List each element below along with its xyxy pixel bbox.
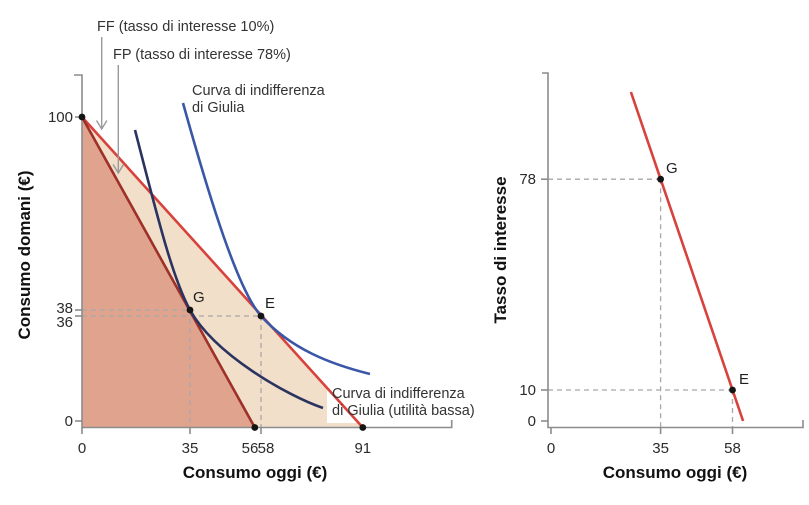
right-axes (542, 72, 804, 429)
left-panel: 100 38 36 0 0 35 56 58 91 FF (tasso di i… (15, 19, 495, 482)
right-point-e-dot (729, 386, 736, 394)
right-point-g-label: G (666, 160, 678, 177)
indiff-low-label-line2: di Giulia (utilità bassa) (332, 403, 475, 419)
right-ylabel-0: 0 (528, 413, 536, 430)
left-guide-lines (82, 309, 262, 428)
point-g-label: G (193, 289, 205, 306)
point-e-label: E (265, 295, 275, 312)
left-xlabel-91: 91 (354, 440, 371, 457)
indiff-low-label-line1: Curva di indifferenza (332, 386, 466, 402)
right-guide-lines (548, 178, 734, 428)
right-tick-labels: 78 10 0 0 35 58 (519, 171, 741, 457)
left-xlabel-56: 56 (242, 440, 259, 457)
left-annotation-arrows (95, 37, 125, 175)
right-point-e-label: E (739, 371, 749, 388)
fp-line-label: FP (tasso di interesse 78%) (113, 47, 291, 63)
indiff-high-label-line2: di Giulia (192, 100, 245, 116)
left-ylabel-100: 100 (48, 109, 73, 126)
point-g-dot (186, 306, 194, 314)
right-point-markers (657, 175, 736, 394)
left-ylabel-36: 36 (56, 314, 73, 331)
right-x-axis-title: Consumo oggi (€) (603, 463, 747, 482)
left-y-axis-title: Consumo domani (€) (15, 170, 34, 339)
right-ylabel-10: 10 (519, 382, 536, 399)
budget-line-fp-78pct (80, 116, 256, 429)
left-annotations: FF (tasso di interesse 10%) FP (tasso di… (97, 19, 475, 419)
left-tick-marks (75, 116, 262, 434)
ff-arrow-head (95, 120, 108, 131)
indifference-curve-high (181, 102, 371, 376)
left-ylabel-38: 38 (56, 300, 73, 317)
right-y-axis-title: Tasso di interesse (491, 176, 510, 323)
right-panel: 78 10 0 0 35 58 G E Tasso di interesse C… (491, 72, 804, 482)
left-point-markers (78, 113, 367, 431)
right-point-g-dot (657, 175, 664, 183)
indiff-low-label-bg (327, 382, 495, 423)
point-e-dot (257, 312, 265, 320)
right-xlabel-35: 35 (652, 440, 669, 457)
axis-dot-91 (359, 424, 367, 431)
axis-dot-56 (251, 424, 259, 431)
right-tick-marks (541, 178, 734, 434)
left-xlabel-0: 0 (78, 440, 86, 457)
left-xlabel-58: 58 (258, 440, 275, 457)
interest-rate-line (629, 91, 745, 422)
left-ylabel-0: 0 (65, 413, 73, 430)
indiff-high-label-line1: Curva di indifferenza (192, 83, 326, 99)
endowment-dot-100 (78, 113, 86, 121)
left-xlabel-35: 35 (182, 440, 199, 457)
right-ylabel-78: 78 (519, 171, 536, 188)
budget-line-ff-10pct (81, 116, 364, 429)
right-xlabel-58: 58 (724, 440, 741, 457)
right-xlabel-0: 0 (547, 440, 555, 457)
fp-arrow-head (112, 164, 125, 175)
left-x-axis-title: Consumo oggi (€) (183, 463, 327, 482)
ff-line-label: FF (tasso di interesse 10%) (97, 19, 274, 35)
left-tick-labels: 100 38 36 0 0 35 56 58 91 (48, 109, 371, 457)
